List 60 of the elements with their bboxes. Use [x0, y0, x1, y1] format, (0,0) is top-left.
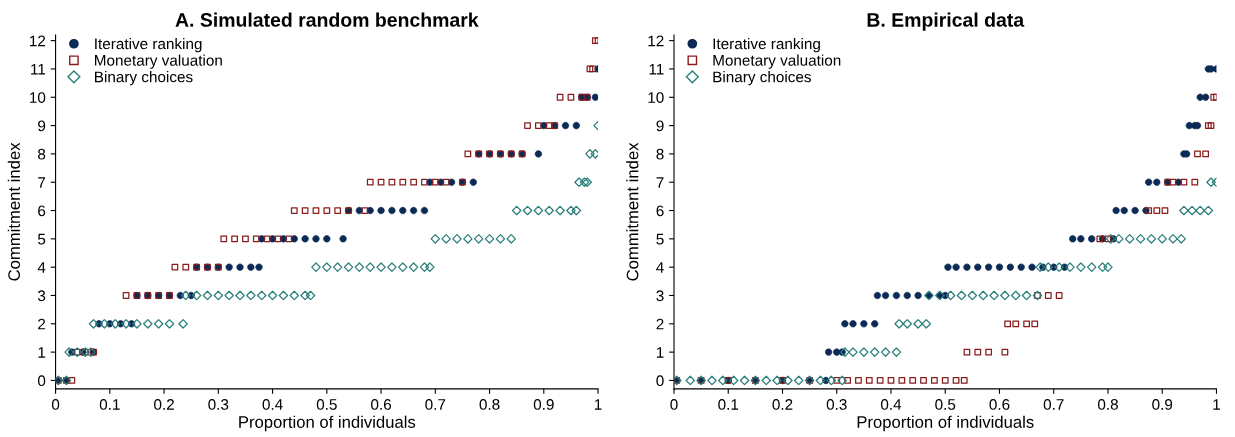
x-tick-label: 1 — [1213, 399, 1220, 410]
x-tick-label: 0.5 — [316, 399, 337, 410]
y-tick-label: 3 — [656, 290, 664, 302]
y-tick-label: 8 — [656, 148, 664, 160]
y-tick-label: 4 — [656, 262, 664, 273]
x-tick-label: 0 — [670, 399, 678, 410]
y-tick-label: 6 — [38, 205, 46, 217]
y-tick-label: 5 — [656, 233, 664, 245]
x-tick-label: 0.2 — [772, 399, 793, 410]
y-tick-label: 10 — [648, 92, 664, 103]
x-tick-label: 0.8 — [1097, 399, 1118, 410]
x-tick-label: 0.7 — [425, 399, 446, 410]
x-tick-label: 0 — [51, 399, 60, 410]
x-tick-label: 0.6 — [989, 399, 1010, 410]
y-tick-label: 1 — [38, 347, 46, 358]
y-tick-label: 6 — [656, 205, 664, 217]
y-tick-label: 0 — [656, 375, 664, 387]
y-tick-label: 7 — [38, 177, 46, 188]
y-tick-label: 10 — [30, 92, 46, 103]
y-tick-label: 8 — [38, 148, 46, 160]
x-tick-label: 0.1 — [718, 399, 739, 410]
y-tick-label: 9 — [38, 120, 46, 132]
y-axis-title: Commitment index — [7, 142, 21, 281]
x-tick-label: 0.4 — [880, 399, 902, 410]
x-tick-label: 0.4 — [262, 399, 283, 410]
legend-label: Iterative ranking — [95, 38, 202, 53]
y-tick-label: 11 — [31, 63, 46, 75]
x-tick-label: 0.7 — [1043, 399, 1064, 410]
y-tick-label: 1 — [656, 347, 664, 358]
y-tick-label: 11 — [649, 63, 664, 75]
x-tick-label: 0.5 — [935, 399, 956, 410]
x-tick-label: 0.9 — [1152, 399, 1173, 410]
x-axis-title: Proportion of individuals — [857, 415, 1034, 432]
x-tick-label: 0.1 — [99, 399, 120, 410]
x-tick-label: 0.3 — [208, 399, 229, 410]
legend-label: Binary choices — [713, 71, 811, 86]
y-tick-label: 4 — [37, 262, 46, 273]
x-tick-label: 0.2 — [154, 399, 174, 410]
y-tick-label: 5 — [37, 233, 46, 245]
y-tick-label: 2 — [656, 318, 664, 330]
x-tick-label: 1 — [594, 399, 602, 410]
chart-title: B. Empirical data — [867, 12, 1025, 31]
y-tick-label: 3 — [37, 290, 46, 302]
y-tick-label: 2 — [38, 318, 46, 330]
y-tick-label: 0 — [37, 375, 46, 387]
legend-label: Iterative ranking — [713, 38, 820, 53]
legend-label: Binary choices — [95, 71, 193, 86]
x-tick-label: 0.3 — [826, 399, 847, 410]
y-axis-title: Commitment index — [626, 142, 639, 281]
chart-title: A. Simulated random benchmark — [175, 12, 479, 27]
y-tick-label: 12 — [30, 35, 46, 47]
x-tick-label: 0.8 — [479, 399, 500, 410]
y-tick-label: 12 — [648, 35, 664, 47]
legend-label: Monetary valuation — [713, 54, 841, 69]
x-axis-title: Proportion of individuals — [239, 415, 416, 432]
x-tick-label: 0.9 — [533, 399, 554, 410]
y-tick-label: 7 — [656, 177, 664, 188]
legend-label: Monetary valuation — [95, 54, 222, 69]
y-tick-label: 9 — [656, 120, 664, 132]
x-tick-label: 0.6 — [371, 399, 392, 410]
